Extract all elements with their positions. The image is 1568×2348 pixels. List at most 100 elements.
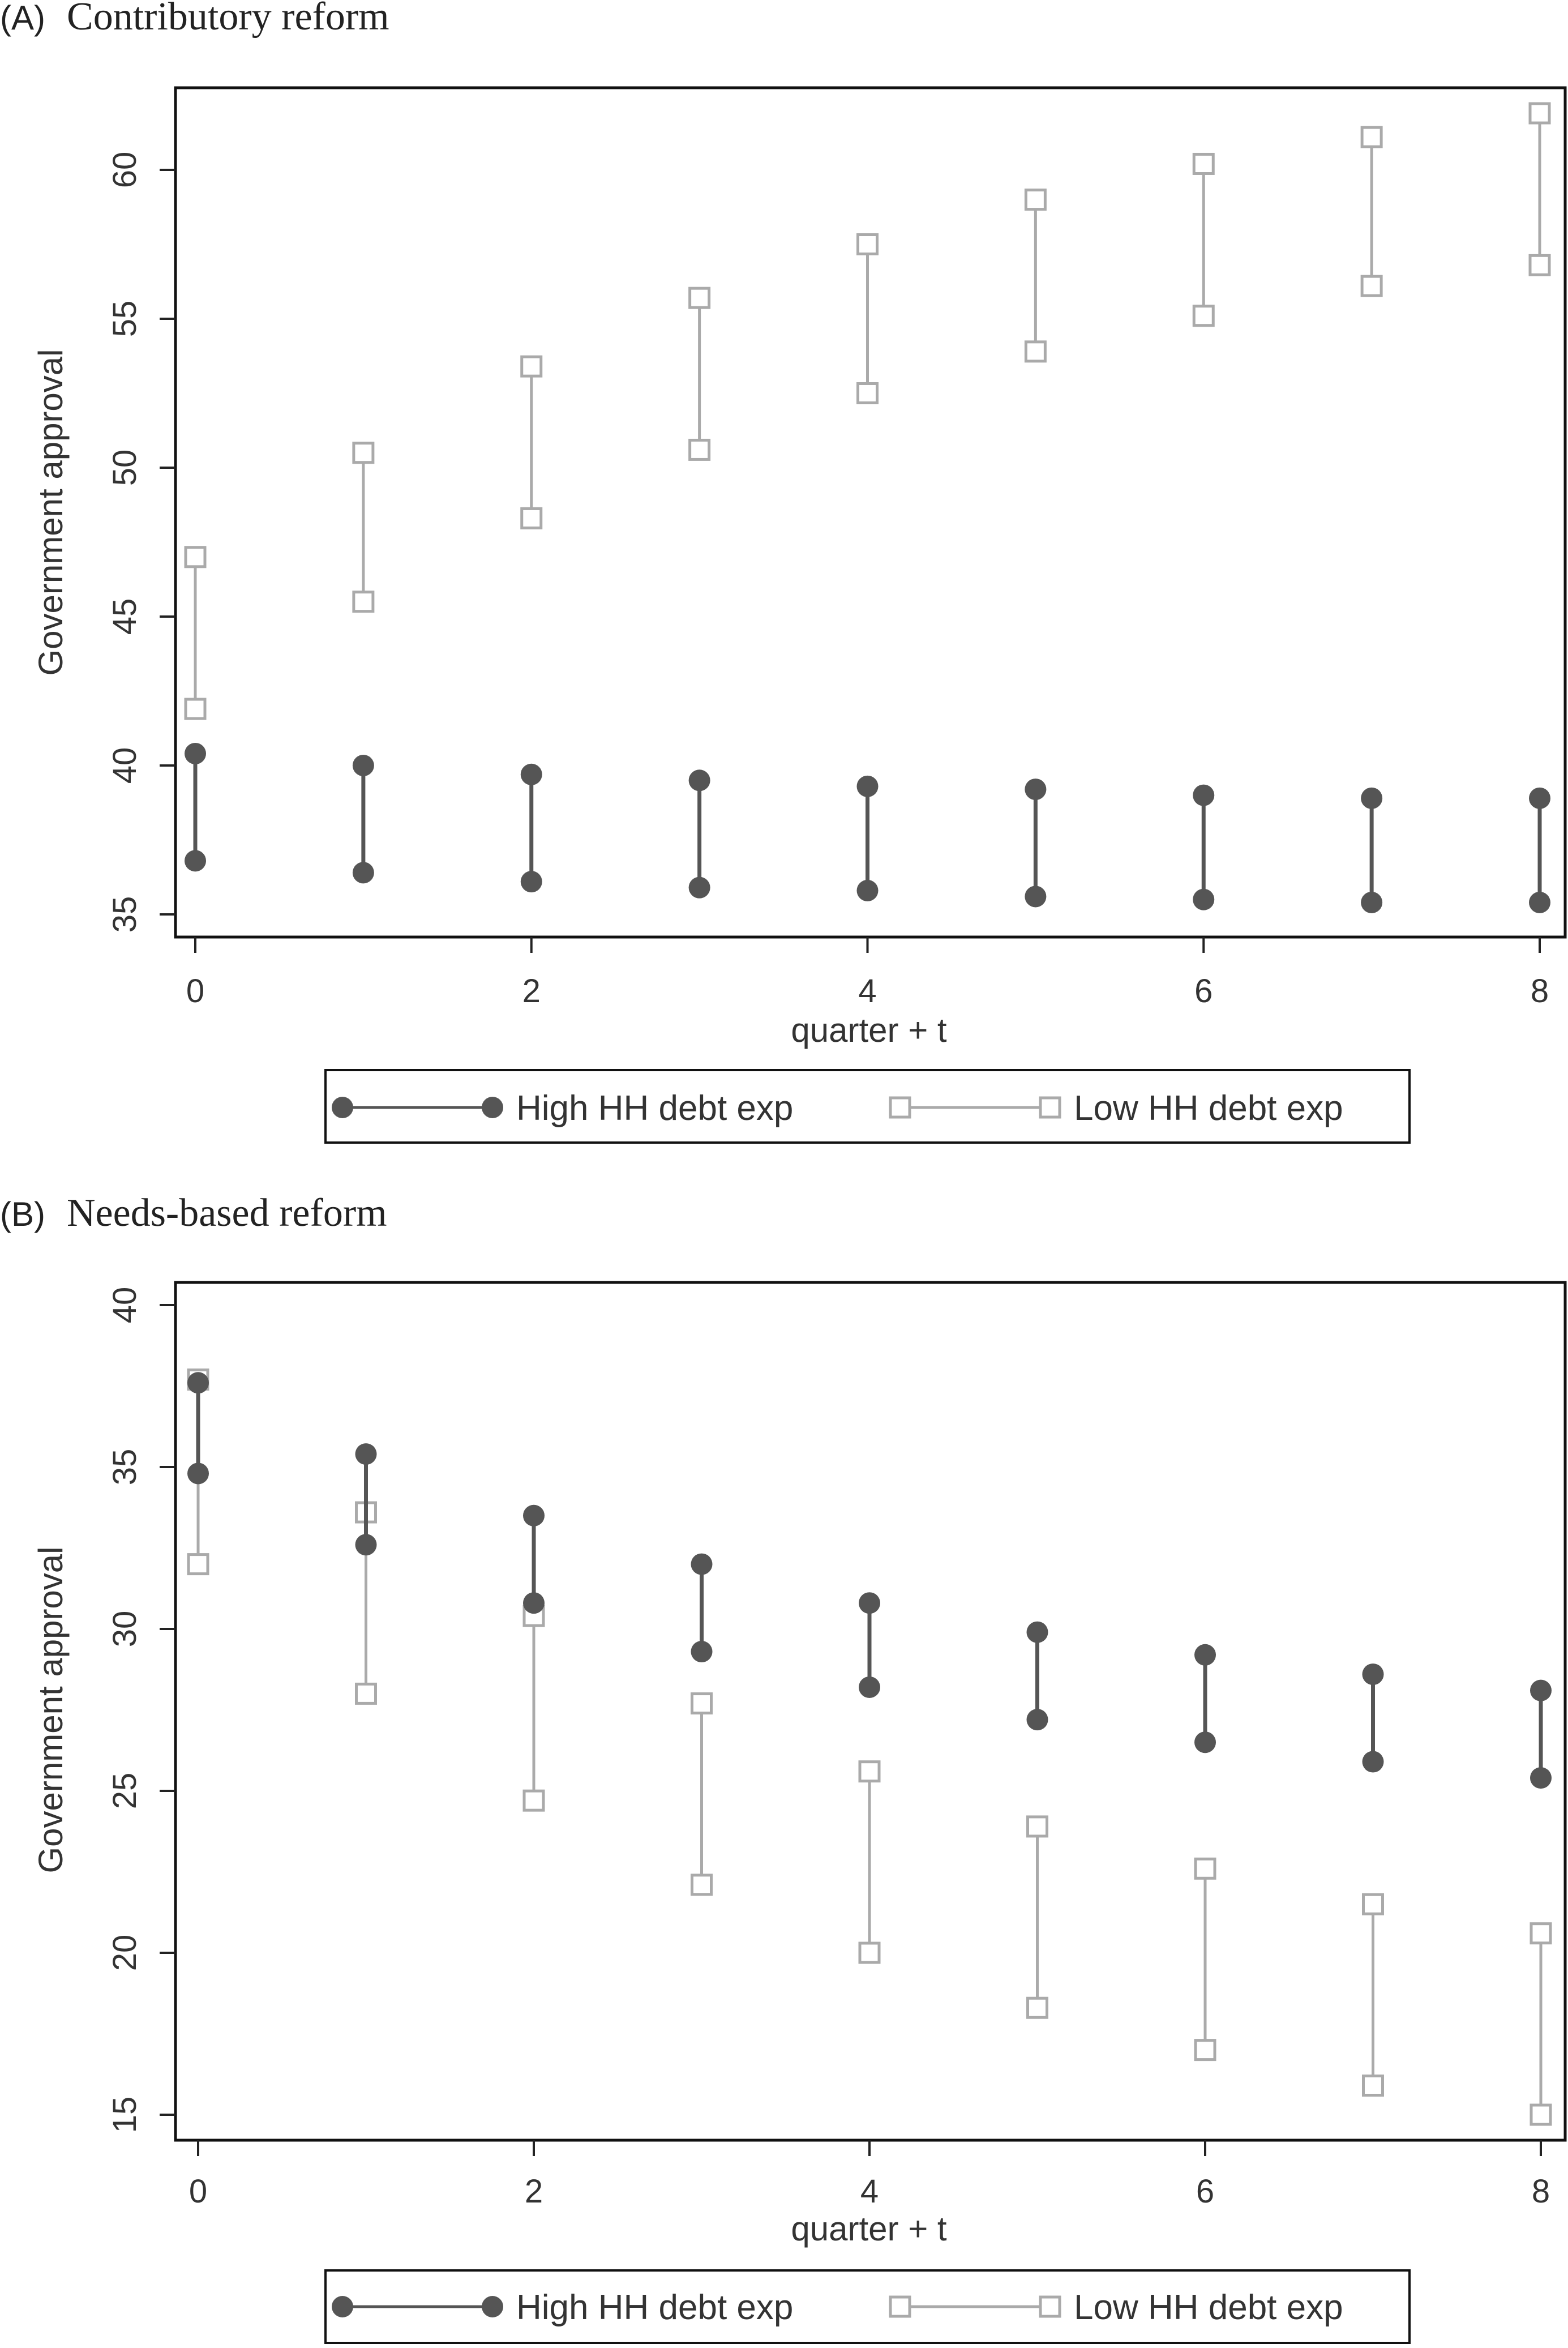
point-high-upper: [1026, 1621, 1048, 1643]
x-tick-label: 8: [1531, 973, 1549, 1010]
y-tick-label: 45: [106, 598, 143, 635]
panel-a-x-axis: 0 2 4 6 8: [186, 937, 1549, 1010]
point-low-lower: [184, 698, 207, 720]
y-tick-label: 35: [106, 896, 143, 933]
y-tick-label: 15: [106, 2097, 143, 2133]
y-tick-label: 60: [106, 152, 143, 189]
point-high-upper: [523, 1504, 545, 1526]
x-tick-label: 2: [525, 2173, 543, 2210]
point-high-lower: [1026, 1709, 1048, 1731]
panel-b-legend-low-marker: [1039, 2295, 1061, 2318]
panel-b-title: Needs-based reform: [67, 1191, 387, 1235]
point-low-lower: [1360, 275, 1383, 297]
panel-b-legend-box: [324, 2269, 1411, 2344]
point-low-lower: [688, 438, 711, 461]
x-tick-label: 2: [522, 973, 541, 1010]
point-low-lower: [1026, 1996, 1048, 2019]
point-low-lower: [856, 382, 879, 404]
point-high-upper: [859, 1592, 880, 1614]
y-tick-label: 35: [106, 1449, 143, 1486]
y-tick-label: 20: [106, 1935, 143, 1971]
panel-a-marks: [184, 102, 1551, 913]
point-high-lower: [355, 1534, 377, 1556]
panel-a-y-axis: 35 40 45 50 55 60: [106, 152, 175, 933]
point-high-lower: [856, 879, 879, 901]
panel-a-legend-high-label: High HH debt exp: [516, 1089, 793, 1128]
point-low-lower: [522, 1789, 545, 1812]
point-low-lower: [1362, 2075, 1384, 2097]
y-tick-label: 40: [106, 1287, 143, 1324]
x-tick-label: 4: [860, 2173, 879, 2210]
point-high-lower: [691, 1641, 713, 1663]
point-high-lower: [523, 1592, 545, 1614]
point-high-lower: [187, 1462, 209, 1485]
point-low-lower: [1024, 340, 1047, 363]
point-low-lower: [352, 591, 375, 613]
point-high-upper: [688, 769, 710, 792]
panel-a-legend: High HH debt exp Low HH debt exp: [324, 1069, 1411, 1144]
panel-a-y-axis-title: Government approval: [32, 349, 70, 676]
point-low-upper: [520, 355, 543, 378]
point-low-upper: [858, 1760, 881, 1783]
x-tick-label: 0: [189, 2173, 207, 2210]
point-low-upper: [691, 1692, 713, 1715]
point-high-upper: [520, 763, 542, 785]
panel-b-legend-high-marker: [332, 2296, 353, 2317]
y-tick-label: 40: [106, 747, 143, 784]
point-high-upper: [1361, 787, 1383, 809]
panel-a: (A) Contributory reform 35 40 45 50 55 60 0 2 4…: [0, 0, 1567, 1144]
panel-a-legend-box: [324, 1069, 1411, 1144]
panel-a-legend-low-label: Low HH debt exp: [1074, 1089, 1343, 1128]
point-high-upper: [1530, 1679, 1552, 1701]
panel-b-x-axis-title: quarter + t: [791, 2210, 946, 2248]
x-tick-label: 4: [858, 973, 876, 1010]
point-low-lower: [1530, 2103, 1552, 2126]
panel-a-x-axis-title: quarter + t: [791, 1011, 946, 1049]
point-low-upper: [1362, 1893, 1384, 1915]
point-low-upper: [1194, 1857, 1216, 1880]
point-high-lower: [352, 862, 374, 884]
point-high-lower: [520, 871, 542, 893]
panel-b-marks: [187, 1368, 1552, 2126]
point-high-upper: [1193, 784, 1215, 806]
point-low-lower: [1192, 305, 1215, 327]
point-high-upper: [1194, 1644, 1216, 1666]
point-low-upper: [1530, 1922, 1552, 1945]
point-high-upper: [352, 755, 374, 776]
point-low-upper: [1024, 189, 1047, 211]
point-low-lower: [355, 1682, 377, 1705]
y-tick-label: 50: [106, 450, 143, 486]
y-tick-label: 55: [106, 301, 143, 337]
point-low-upper: [352, 442, 375, 464]
point-high-lower: [1193, 888, 1215, 910]
x-tick-label: 8: [1532, 2173, 1550, 2210]
point-low-upper: [184, 546, 207, 568]
panel-b-label: (B): [0, 1195, 45, 1233]
point-high-lower: [1361, 891, 1383, 913]
point-high-lower: [1362, 1751, 1384, 1773]
point-high-upper: [1362, 1663, 1384, 1686]
point-high-upper: [185, 742, 206, 764]
point-low-lower: [858, 1941, 881, 1964]
point-low-lower: [691, 1874, 713, 1896]
panel-b-legend-low-marker: [889, 2295, 911, 2318]
panel-b: (B) Needs-based reform 15 20 25 30 35 40 0 2 4 6…: [0, 1191, 1567, 2344]
point-high-lower: [1529, 891, 1550, 913]
panel-b-legend-low-label: Low HH debt exp: [1074, 2288, 1343, 2327]
point-low-lower: [520, 507, 543, 529]
point-high-upper: [856, 775, 879, 797]
point-high-upper: [691, 1553, 713, 1575]
panel-a-title: Contributory reform: [67, 0, 389, 39]
point-high-lower: [185, 850, 206, 872]
point-high-upper: [355, 1443, 377, 1465]
y-tick-label: 25: [106, 1773, 143, 1810]
point-high-lower: [1194, 1731, 1216, 1753]
point-low-lower: [187, 1553, 209, 1576]
point-low-upper: [1360, 126, 1383, 148]
point-low-upper: [856, 233, 879, 255]
point-low-upper: [1192, 152, 1215, 175]
point-high-upper: [1529, 787, 1550, 809]
panel-a-legend-low-marker: [1039, 1096, 1061, 1119]
point-low-upper: [688, 286, 711, 309]
